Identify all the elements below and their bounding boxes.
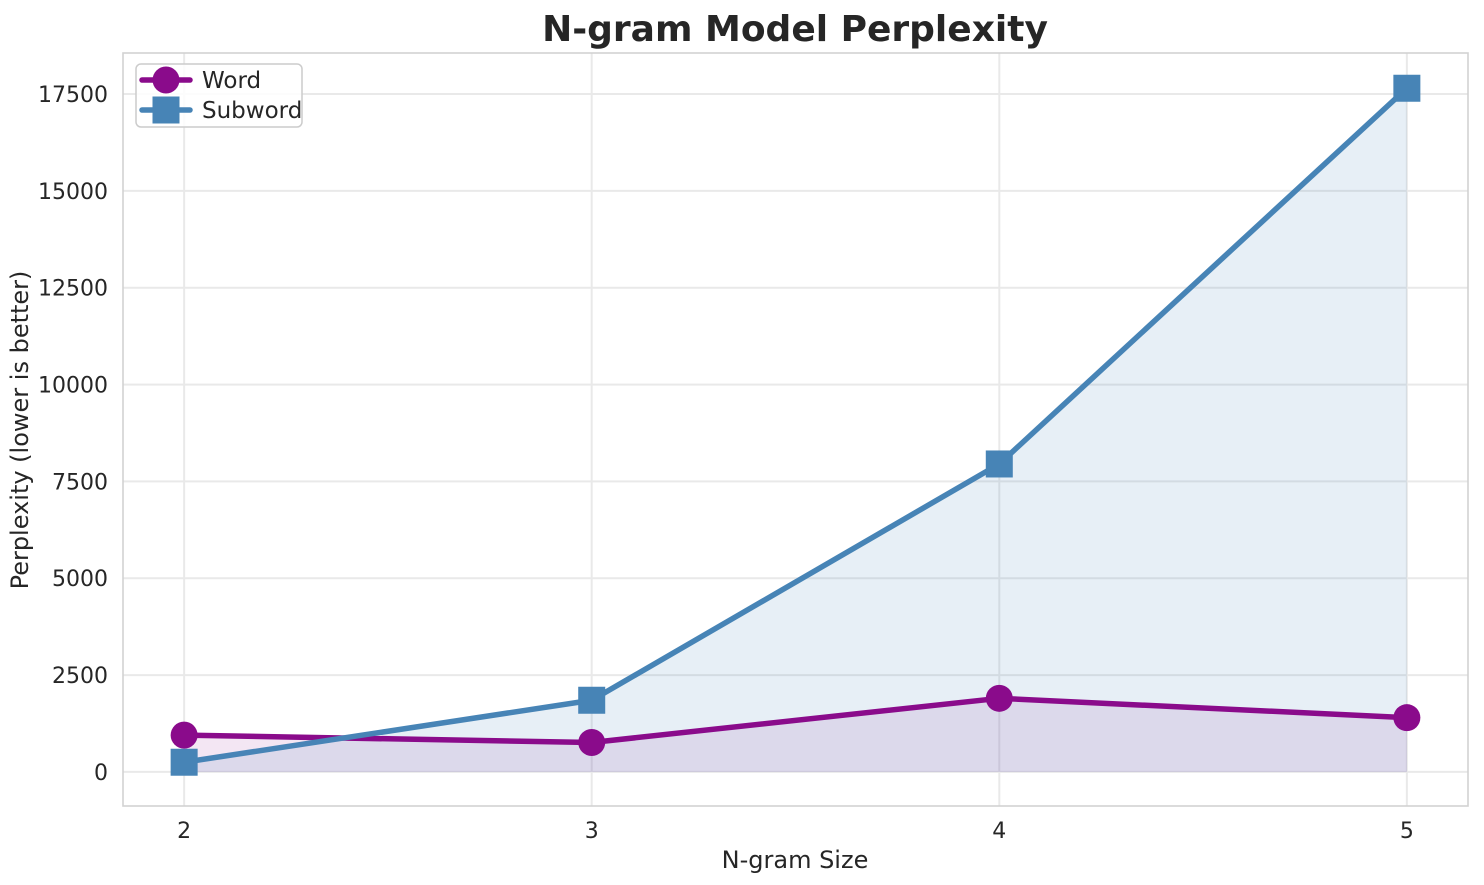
legend-circle-marker-icon	[152, 66, 180, 94]
y-axis-label: Perplexity (lower is better)	[6, 271, 34, 590]
axes-spines	[122, 52, 1469, 807]
series-word-line	[181, 695, 1410, 746]
y-tick-label-5000: 5000	[52, 567, 108, 592]
y-tick-label-15000: 15000	[38, 180, 108, 205]
y-tick-label-7500: 7500	[52, 470, 108, 495]
series-subword-area	[184, 88, 1407, 772]
series-subword-marker-5	[1393, 74, 1421, 102]
legend-item-word: Word	[139, 66, 261, 94]
x-tick-label-3: 3	[585, 819, 599, 844]
x-tick-label-4: 4	[992, 819, 1006, 844]
y-tick-label-2500: 2500	[52, 664, 108, 689]
series-word-marker-3	[578, 728, 606, 756]
y-tick-label-12500: 12500	[38, 277, 108, 302]
legend-item-subword: Subword	[139, 96, 302, 124]
series-word-marker-4	[985, 684, 1013, 712]
x-tick-label-2: 2	[177, 819, 191, 844]
series-subword-marker-3	[578, 686, 606, 714]
y-tick-label-10000: 10000	[38, 374, 108, 399]
chart-title: N-gram Model Perplexity	[542, 9, 1048, 50]
series-layer	[170, 74, 1421, 776]
grid-layer	[123, 53, 1468, 806]
y-tick-label-0: 0	[94, 761, 108, 786]
x-axis-label: N-gram Size	[722, 846, 869, 874]
tick-label-layer: 2 3 4 5 0 2500 5000 7500 10000 12500 15000 17500	[38, 83, 1414, 844]
x-tick-label-5: 5	[1400, 819, 1414, 844]
series-word-marker-2	[170, 721, 198, 749]
series-word-area	[184, 698, 1407, 772]
y-tick-label-17500: 17500	[38, 83, 108, 108]
series-subword-marker-4	[985, 450, 1013, 478]
series-word-marker-5	[1393, 704, 1421, 732]
legend-label: Subword	[202, 98, 302, 124]
area-fill-layer	[184, 88, 1407, 772]
legend: Word Subword	[135, 63, 303, 128]
plot-border	[122, 52, 1469, 807]
series-subword-line	[181, 85, 1410, 765]
legend-square-marker-icon	[152, 96, 180, 124]
legend-label: Word	[202, 68, 261, 94]
series-subword-marker-2	[170, 748, 198, 776]
